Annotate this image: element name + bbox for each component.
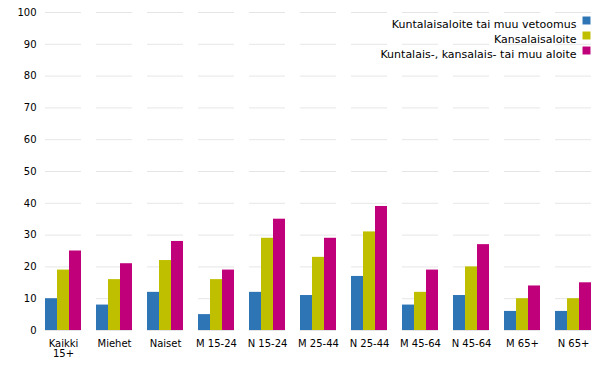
svg-text:40: 40 (24, 198, 37, 209)
svg-text:M 65+: M 65+ (506, 338, 539, 349)
svg-text:N 15-24: N 15-24 (248, 338, 288, 349)
svg-text:M 45-64: M 45-64 (400, 338, 441, 349)
svg-text:20: 20 (24, 261, 37, 272)
svg-text:30: 30 (24, 229, 37, 240)
svg-text:Kuntalais-, kansalais- tai muu: Kuntalais-, kansalais- tai muu aloite (380, 48, 576, 61)
svg-text:N 45-64: N 45-64 (452, 338, 492, 349)
svg-text:N 65+: N 65+ (558, 338, 590, 349)
svg-text:80: 80 (24, 70, 37, 81)
svg-text:50: 50 (24, 166, 37, 177)
svg-text:Kaikki15+: Kaikki15+ (49, 338, 79, 359)
svg-text:Naiset: Naiset (150, 338, 182, 349)
svg-text:N 25-44: N 25-44 (350, 338, 390, 349)
svg-text:90: 90 (24, 39, 37, 50)
svg-text:100: 100 (17, 7, 36, 18)
svg-text:Miehet: Miehet (98, 338, 132, 349)
svg-text:M 25-44: M 25-44 (298, 338, 339, 349)
svg-text:60: 60 (24, 134, 37, 145)
svg-text:M 15-24: M 15-24 (196, 338, 237, 349)
svg-text:10: 10 (24, 293, 37, 304)
svg-text:Kuntalaisaloite tai muu vetoom: Kuntalaisaloite tai muu vetoomus (392, 18, 577, 31)
svg-text:0: 0 (30, 325, 36, 336)
svg-text:Kansalaisaloite: Kansalaisaloite (494, 33, 577, 46)
svg-text:70: 70 (24, 102, 37, 113)
